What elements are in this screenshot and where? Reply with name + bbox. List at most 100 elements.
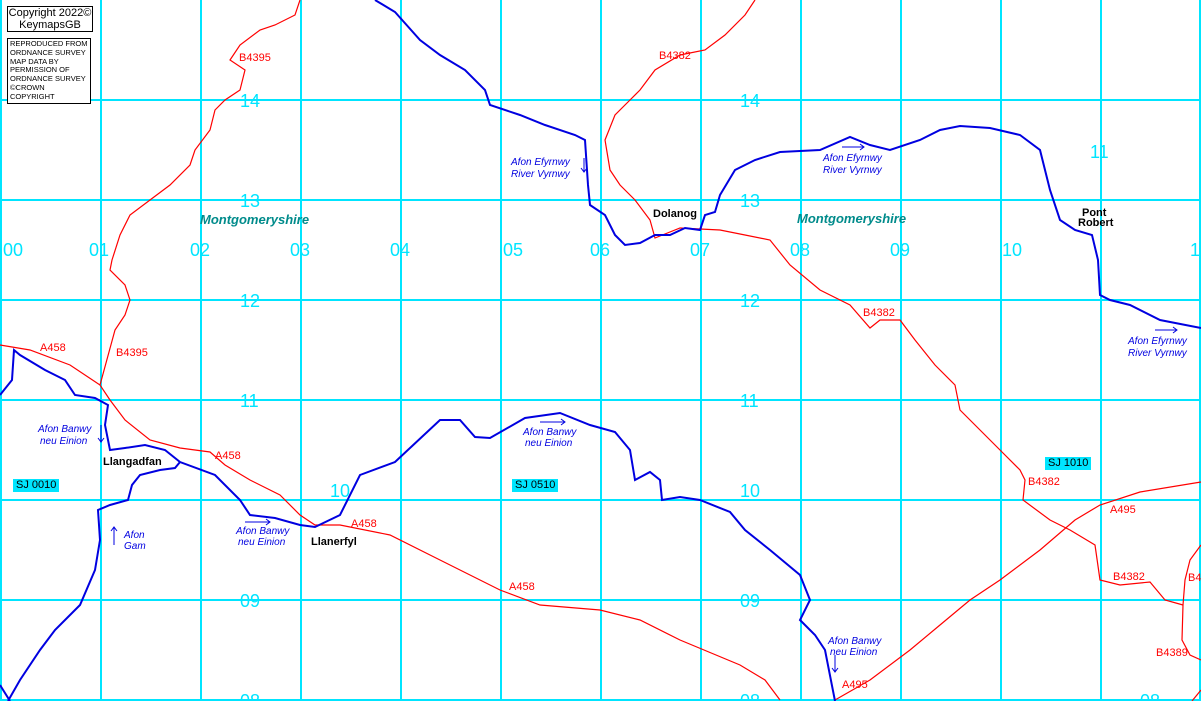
easting-label: 07 <box>690 240 710 260</box>
road-label: B4382 <box>1028 476 1060 488</box>
arrow-down-icon <box>831 655 839 673</box>
road-label: B4382 <box>659 50 691 62</box>
county-label: Montgomeryshire <box>797 211 906 226</box>
river-banwy <box>0 347 836 701</box>
road-b4389 <box>1181 544 1201 661</box>
river-label: Afon <box>123 530 145 541</box>
northing-label: 14 <box>240 91 260 111</box>
road-labels: B4395 B4395 A458 A458 A458 A458 B4382 B4… <box>40 50 1201 691</box>
river-label: Afon Efyrnwy <box>510 157 571 168</box>
os-notice-line: ORDNANCE SURVEY <box>10 47 86 57</box>
road-label: B4395 <box>116 347 148 359</box>
easting-label: 02 <box>190 240 210 260</box>
flow-arrows <box>97 143 1178 673</box>
easting-label: 00 <box>3 240 23 260</box>
os-notice-line: ©CROWN COPYRIGHT <box>10 82 55 101</box>
road-label: A458 <box>351 518 377 530</box>
road-label: A458 <box>509 581 535 593</box>
os-notice-line: MAP DATA BY <box>10 56 59 66</box>
river-gam-2 <box>0 684 11 701</box>
river-label: Gam <box>124 541 146 552</box>
road-label: A495 <box>842 679 868 691</box>
os-notice-box: REPRODUCED FROM ORDNANCE SURVEY MAP DATA… <box>7 38 91 104</box>
place-dolanog: Dolanog <box>653 208 697 220</box>
easting-label: 08 <box>790 240 810 260</box>
arrow-right-icon <box>1155 326 1178 334</box>
os-notice-line: PERMISSION OF <box>10 65 70 75</box>
northing-label-11: 11 <box>1090 142 1109 162</box>
northing-label: 12 <box>740 291 760 311</box>
arrow-down-icon <box>580 158 588 173</box>
river-label: Afon Efyrnwy <box>822 153 883 164</box>
grid-labels: 00 01 02 03 04 05 06 07 08 09 10 1 14 13… <box>3 91 1200 701</box>
river-label: Afon Banwy <box>37 424 92 435</box>
easting-label: 06 <box>590 240 610 260</box>
river-vyrnwy <box>374 0 1201 329</box>
river-gam <box>7 461 181 701</box>
river-label: neu Einion <box>40 436 88 447</box>
road-a458 <box>0 344 781 701</box>
grid-ref-label: SJ 1010 <box>1045 457 1092 470</box>
river-label: River Vyrnwy <box>823 165 883 176</box>
road-label: B4382 <box>1113 571 1145 583</box>
northing-label: 14 <box>740 91 760 111</box>
river-label: Afon Efyrnwy <box>1127 336 1188 347</box>
arrow-right-icon <box>245 518 271 526</box>
river-label: Afon Banwy <box>827 636 882 647</box>
os-notice-line: ORDNANCE SURVEY <box>10 74 86 84</box>
copyright-owner: KeymapsGB <box>19 19 81 31</box>
easting-label: 1 <box>1190 240 1200 260</box>
arrow-right-icon <box>842 143 865 151</box>
easting-label: 10 <box>1002 240 1022 260</box>
northing-label: 10 <box>330 481 350 501</box>
arrow-right-icon <box>540 418 566 426</box>
river-label: Afon Banwy <box>522 427 577 438</box>
os-notice-line: REPRODUCED FROM <box>10 39 88 48</box>
place-labels: Llangadfan Llanerfyl Dolanog Pont Robert… <box>103 207 1114 548</box>
road-b4395 <box>99 0 301 386</box>
place-pont-robert: Pont <box>1082 207 1107 219</box>
river-label: River Vyrnwy <box>1128 348 1188 359</box>
easting-label: 01 <box>89 240 109 260</box>
northing-label: 11 <box>740 391 759 411</box>
grid-ref-label: SJ 0510 <box>512 479 559 492</box>
copyright-box: Copyright 2022© KeymapsGB <box>7 6 93 32</box>
road-label: A458 <box>215 450 241 462</box>
road-b4389-south <box>1191 689 1201 701</box>
road-b4382 <box>604 0 1184 606</box>
road-label: B4382 <box>863 307 895 319</box>
place-llangadfan: Llangadfan <box>103 456 162 468</box>
road-a495 <box>834 481 1201 701</box>
road-label: B4 <box>1188 572 1201 584</box>
grid-ref-label: SJ 0010 <box>13 479 60 492</box>
river-label: neu Einion <box>525 438 573 449</box>
northing-label: 08 <box>240 691 260 701</box>
northing-label: 10 <box>740 481 760 501</box>
river-label: Afon Banwy <box>235 526 290 537</box>
road-label: A458 <box>40 342 66 354</box>
road-label: B4389 <box>1156 647 1188 659</box>
river-label: River Vyrnwy <box>511 169 571 180</box>
copyright-text: Copyright 2022© <box>8 7 92 19</box>
river-label: neu Einion <box>238 537 286 548</box>
northing-label: 11 <box>240 391 259 411</box>
northing-label: 09 <box>240 591 260 611</box>
road-label: A495 <box>1110 504 1136 516</box>
arrow-down-icon <box>97 425 105 443</box>
northing-label: 08 <box>1140 691 1160 701</box>
northing-label: 13 <box>240 191 260 211</box>
easting-label: 03 <box>290 240 310 260</box>
county-label: Montgomeryshire <box>200 212 309 227</box>
easting-label: 04 <box>390 240 410 260</box>
northing-label: 12 <box>240 291 260 311</box>
place-llanerfyl: Llanerfyl <box>311 536 357 548</box>
easting-label: 09 <box>890 240 910 260</box>
place-pont-robert: Robert <box>1078 217 1114 229</box>
road-label: B4395 <box>239 52 271 64</box>
northing-label: 08 <box>740 691 760 701</box>
